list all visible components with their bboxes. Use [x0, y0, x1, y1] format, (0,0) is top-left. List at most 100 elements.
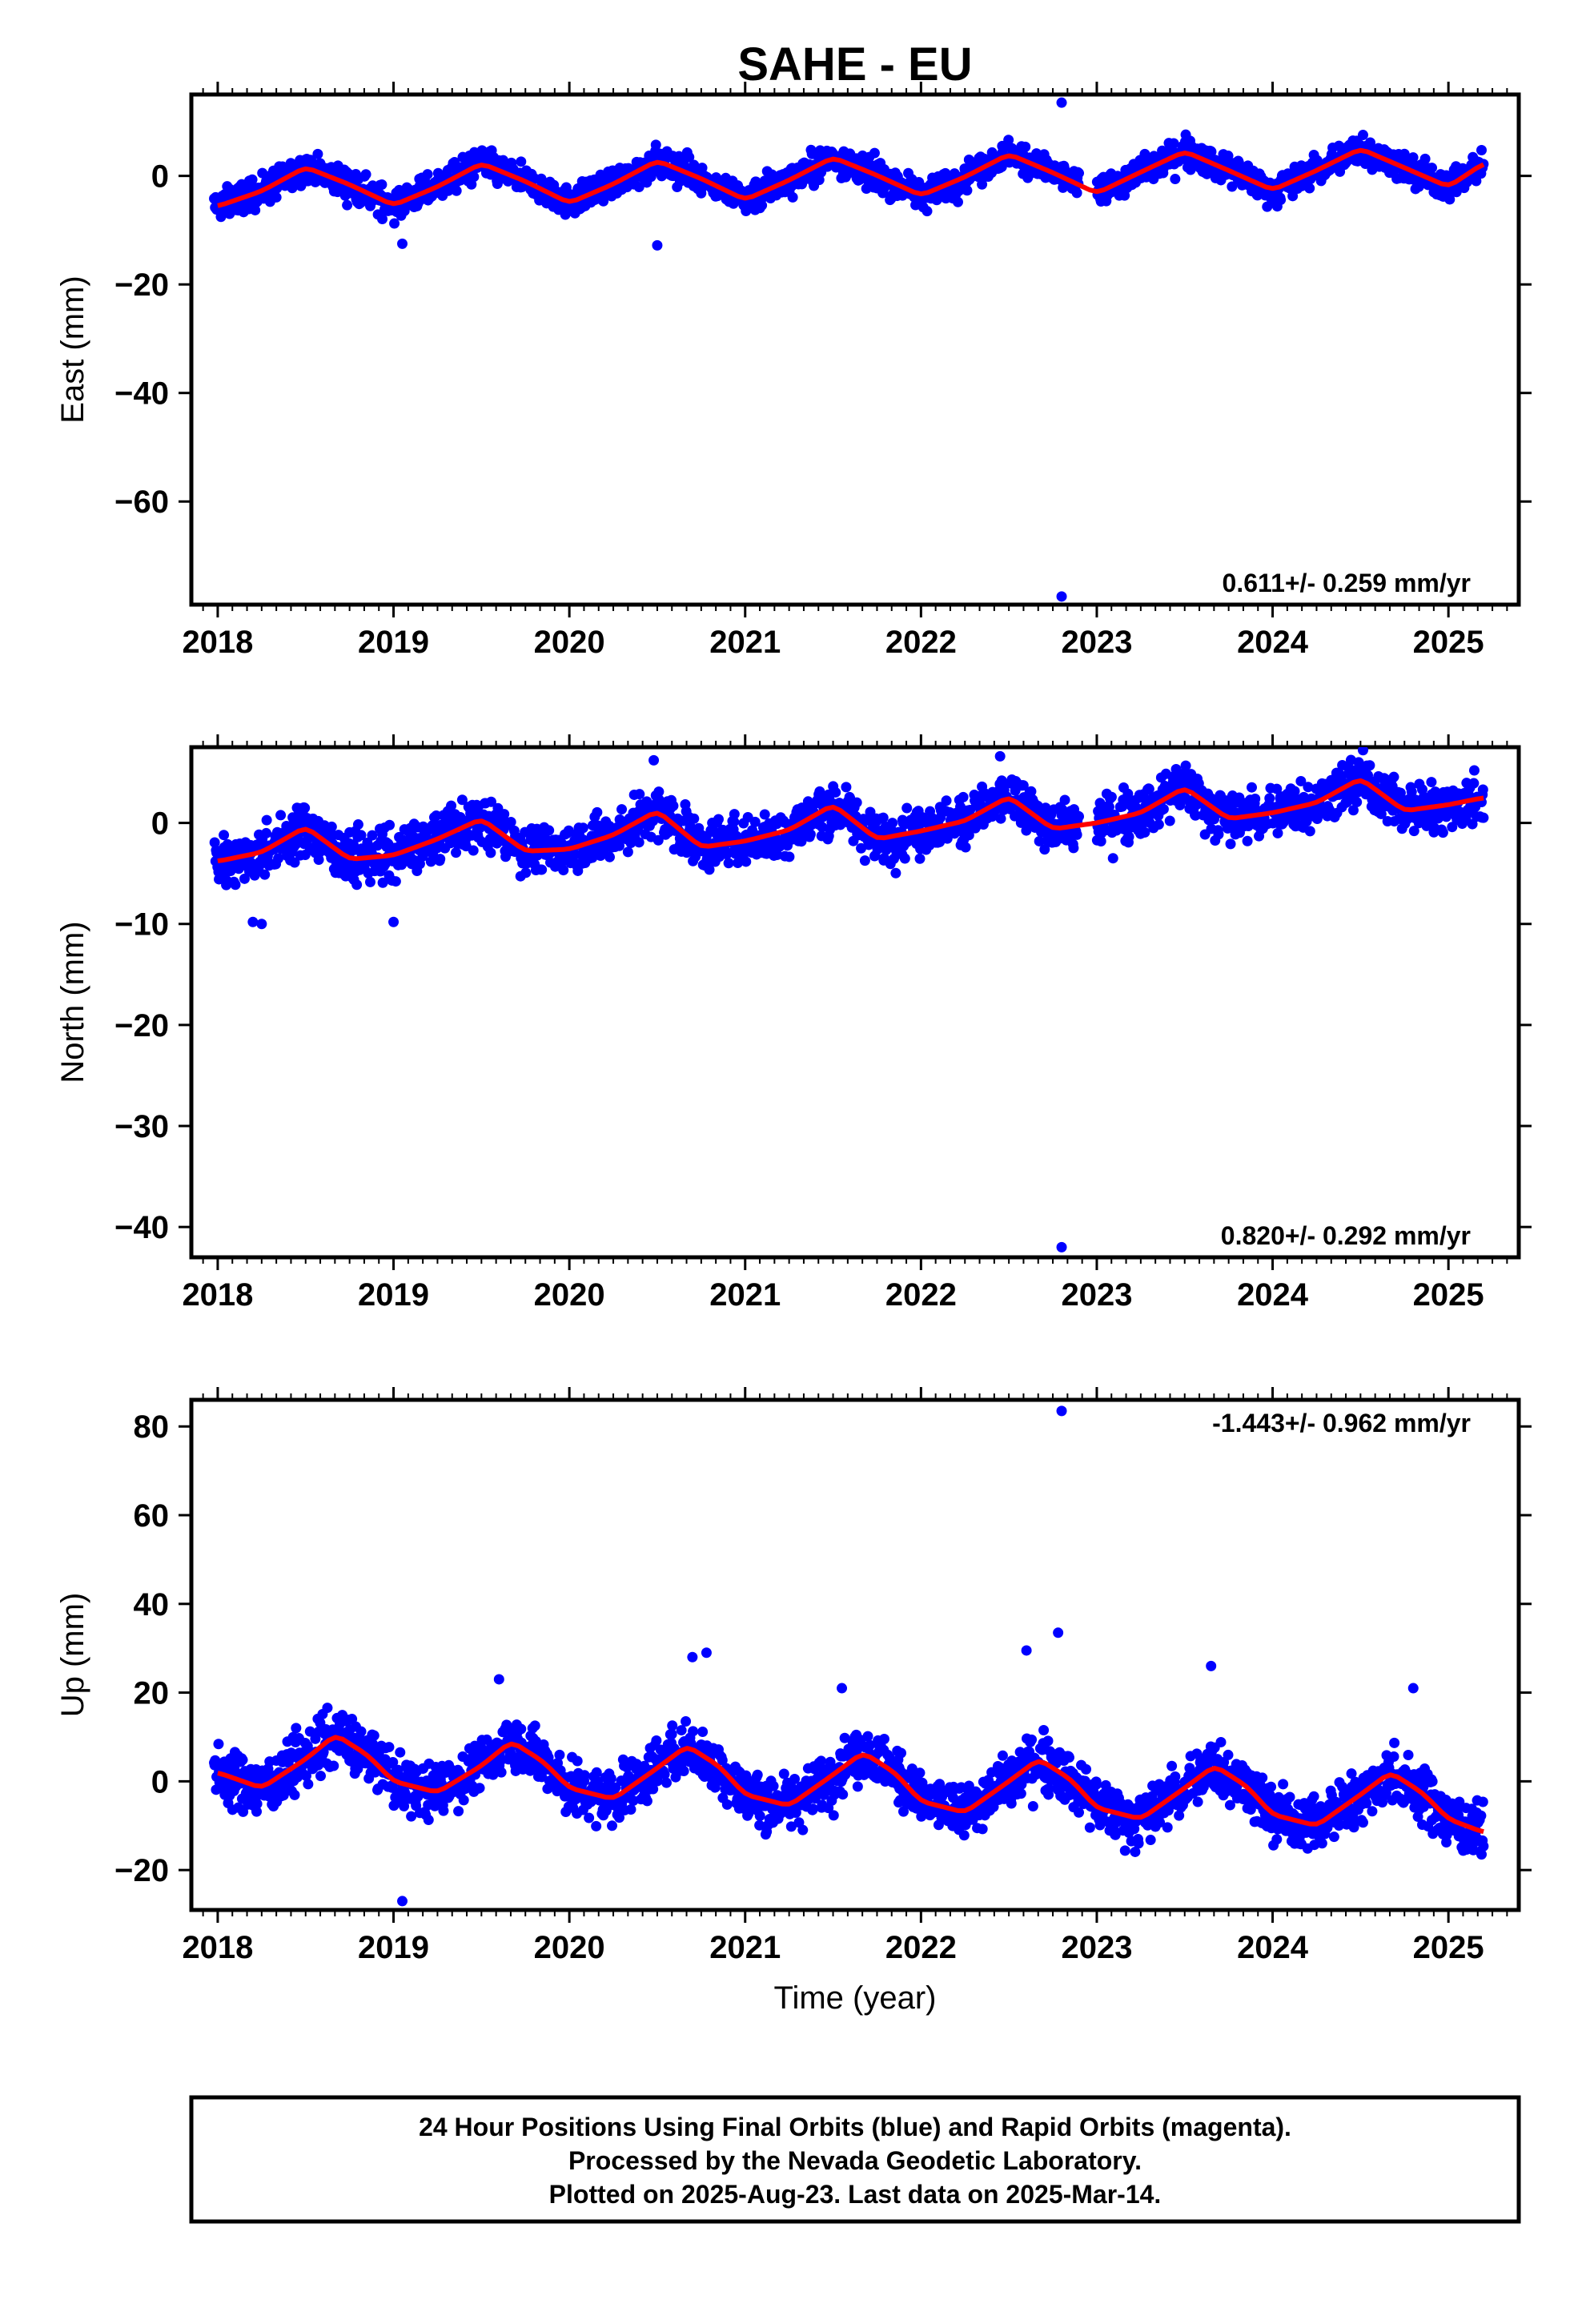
north-data-point [1242, 835, 1253, 846]
north-data-point [1247, 782, 1258, 793]
east-rate-label: 0.611+/- 0.259 mm/yr [1223, 569, 1471, 597]
north-data-point [364, 876, 375, 887]
north-data-point [1164, 815, 1175, 826]
east-y-tick-label: −40 [114, 376, 169, 412]
north-data-point [577, 822, 588, 834]
north-data-point [209, 837, 220, 848]
north-data-point [622, 846, 633, 858]
north-data-point [914, 853, 926, 864]
east-outlier-point [1056, 591, 1067, 602]
north-data-point [634, 789, 645, 800]
east-data-point [360, 169, 371, 180]
north-data-point [1264, 793, 1275, 804]
north-data-point [960, 842, 971, 853]
north-data-point [1364, 760, 1375, 771]
north-data-point [1034, 835, 1045, 846]
up-data-point [237, 1755, 248, 1766]
north-data-point [275, 810, 287, 821]
north-data-point [592, 806, 603, 818]
north-data-point [1468, 765, 1480, 776]
north-outlier-point [247, 916, 259, 927]
north-x-tick-label: 2020 [534, 1277, 605, 1313]
north-data-point [558, 865, 569, 876]
north-data-point [995, 813, 1006, 824]
east-outlier-point [1056, 97, 1067, 108]
east-x-tick-label: 2021 [709, 625, 781, 660]
north-data-point [633, 837, 644, 848]
north-data-point [1122, 788, 1134, 799]
east-data-point [1003, 135, 1014, 146]
north-data-point [689, 813, 700, 824]
north-data-point [1375, 808, 1387, 819]
north-x-tick-label: 2018 [182, 1277, 253, 1313]
north-data-point [1071, 829, 1082, 840]
north-data-point [1153, 819, 1164, 830]
north-data-point [1180, 760, 1191, 771]
north-data-point [1426, 777, 1437, 788]
east-data-point [1275, 195, 1287, 206]
north-y-axis-label: North (mm) [55, 921, 90, 1083]
north-data-point [668, 800, 679, 811]
north-data-point [1095, 836, 1106, 847]
north-data-point [958, 791, 969, 802]
north-y-tick-label: −40 [114, 1210, 169, 1245]
east-y-tick-label: −60 [114, 485, 169, 520]
up-rate-label: -1.443+/- 0.962 mm/yr [1212, 1409, 1471, 1437]
north-data-point [505, 817, 516, 828]
east-data-point [1427, 163, 1438, 174]
east-data-point [1419, 153, 1431, 164]
north-y-tick-label: −10 [114, 907, 169, 943]
north-data-point [1106, 791, 1117, 802]
north-data-point [456, 794, 468, 806]
north-data-point [1139, 826, 1150, 838]
up-y-axis-label: Up (mm) [55, 1593, 90, 1718]
north-data-point [851, 797, 862, 808]
north-data-points [209, 747, 1489, 1252]
up-data-point [238, 1806, 249, 1817]
north-x-tick-label: 2023 [1061, 1277, 1132, 1313]
north-data-point [1130, 802, 1142, 813]
north-data-point [261, 827, 272, 838]
north-data-point [1143, 783, 1154, 794]
north-data-point [1357, 747, 1368, 756]
east-data-point [1444, 194, 1456, 205]
up-plot-frame [189, 1397, 1521, 1912]
north-data-point [899, 853, 910, 864]
north-data-point [273, 853, 284, 864]
up-data-point [251, 1806, 262, 1817]
east-data-point [650, 139, 661, 151]
up-x-tick-label: 2018 [182, 1930, 253, 1965]
east-x-tick-label: 2020 [534, 625, 605, 660]
north-data-point [772, 849, 783, 860]
north-outlier-point [256, 919, 267, 930]
north-data-point [1347, 805, 1359, 816]
north-data-point [351, 879, 363, 891]
up-y-tick-label: 40 [134, 1587, 170, 1622]
east-data-point [1471, 175, 1482, 187]
east-data-point [757, 199, 768, 211]
east-y-tick-label: −20 [114, 267, 169, 303]
north-data-point [435, 854, 446, 865]
up-y-tick-label: 20 [134, 1676, 170, 1711]
east-data-point [1071, 187, 1082, 199]
east-outlier-point [397, 238, 408, 249]
north-y-tick-label: −20 [114, 1008, 169, 1043]
east-plot-frame [189, 92, 1521, 607]
north-x-tick-label: 2022 [885, 1277, 957, 1313]
east-data-point [869, 147, 880, 159]
east-data-point [1168, 138, 1179, 149]
north-data-point [468, 845, 479, 856]
east-x-tick-label: 2022 [885, 625, 957, 660]
up-data-point [251, 1798, 263, 1809]
north-data-point [1107, 853, 1118, 864]
north-data-point [289, 857, 300, 868]
up-x-tick-label: 2022 [885, 1930, 957, 1965]
east-x-tick-label: 2024 [1237, 625, 1309, 660]
east-data-point [1357, 130, 1368, 141]
north-data-point [1158, 803, 1169, 814]
up-data-point [291, 1723, 302, 1734]
east-x-tick-label: 2025 [1413, 625, 1484, 660]
north-outlier-point [388, 916, 400, 927]
north-data-point [616, 804, 628, 815]
